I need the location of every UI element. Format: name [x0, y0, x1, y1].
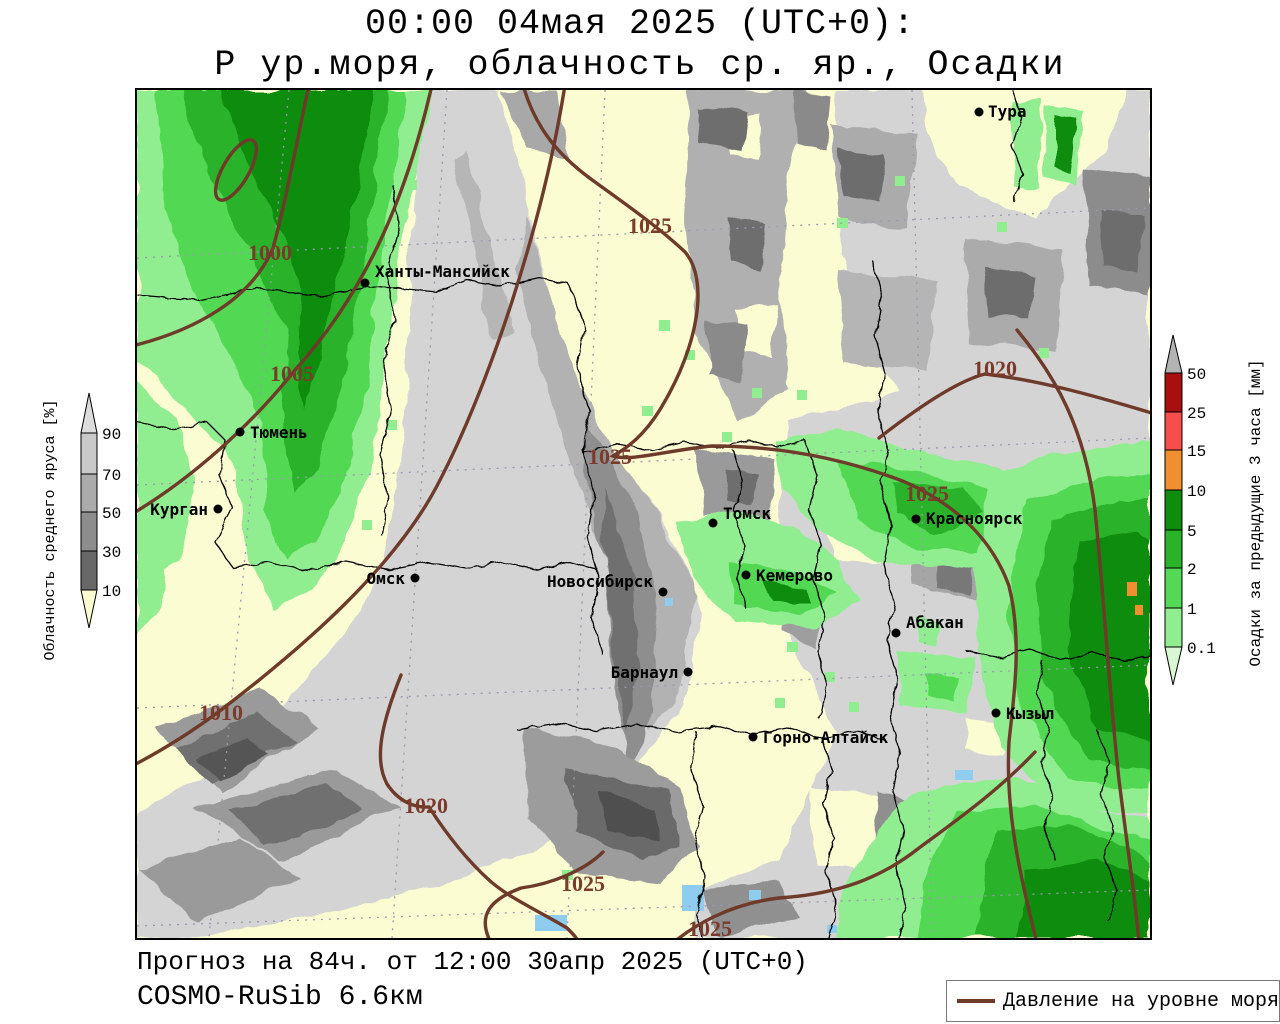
cloud-colorbar-title: Облачность среднего яруса [%] [42, 399, 59, 660]
svg-text:Осадки за предыдущие 3 часа [м: Осадки за предыдущие 3 часа [мм] [1247, 359, 1265, 666]
pressure-legend: Давление на уровне моря [946, 980, 1280, 1022]
svg-text:70: 70 [102, 467, 121, 485]
isobars [137, 90, 1150, 938]
isobar-labels: 1000 1005 1025 1025 1020 1025 1010 1020 … [199, 213, 1017, 938]
pressure-legend-label: Давление на уровне моря [1003, 989, 1280, 1013]
city-kyzyl: Кызыл [991, 704, 1054, 723]
svg-text:1025: 1025 [628, 213, 672, 238]
svg-text:Курган: Курган [150, 500, 208, 519]
svg-text:1025: 1025 [688, 916, 732, 938]
svg-text:1000: 1000 [248, 240, 292, 265]
svg-text:2: 2 [1187, 561, 1197, 579]
precip-colorbar-title: Осадки за предыдущие 3 часа [мм] [1247, 359, 1265, 666]
title-datetime: 00:00 04мая 2025 (UTC+0): [364, 4, 916, 44]
svg-text:Томск: Томск [723, 504, 772, 523]
city-tyumen: Тюмень [235, 423, 308, 442]
svg-text:Кызыл: Кызыл [1006, 704, 1054, 723]
city-markers: Тура Ханты-Мансийск Тюмень Курган Омск Т… [150, 102, 1054, 747]
precip-colorbar-arrow-bottom [1164, 646, 1183, 686]
model-name: COSMO-RuSib 6.6км [137, 982, 423, 1013]
svg-text:10: 10 [1187, 483, 1206, 501]
precip-colorbar-arrow-top [1164, 334, 1183, 374]
svg-text:Тюмень: Тюмень [250, 423, 308, 442]
forecast-map: 1000 1005 1025 1025 1020 1025 1010 1020 … [135, 88, 1152, 940]
precip-pixels [362, 176, 1143, 880]
svg-text:50: 50 [102, 505, 121, 523]
city-tomsk: Томск [708, 504, 772, 528]
svg-text:0.1: 0.1 [1187, 640, 1216, 658]
svg-text:Горно-Алтайск: Горно-Алтайск [763, 728, 889, 747]
city-khanty-mansiysk: Ханты-Мансийск [360, 262, 510, 288]
city-gorno-altaysk: Горно-Алтайск [748, 728, 889, 747]
svg-text:30: 30 [102, 544, 121, 562]
city-barnaul: Барнаул [611, 663, 693, 682]
svg-text:15: 15 [1187, 443, 1206, 461]
svg-text:10: 10 [102, 583, 121, 601]
svg-text:Тура: Тура [988, 102, 1027, 121]
svg-text:1020: 1020 [404, 793, 448, 818]
svg-text:25: 25 [1187, 405, 1206, 423]
precip-colorbar: Осадки за предыдущие 3 часа [мм] 50 25 1… [1164, 334, 1265, 686]
forecast-lead-info: Прогноз на 84ч. от 12:00 30апр 2025 (UTC… [137, 947, 808, 977]
svg-text:90: 90 [102, 426, 121, 444]
svg-text:1: 1 [1187, 601, 1197, 619]
city-tura: Тура [974, 102, 1027, 121]
svg-text:Красноярск: Красноярск [926, 509, 1023, 528]
city-omsk: Омск [366, 569, 420, 588]
cloud-colorbar: Облачность среднего яруса [%] 90 70 50 3… [42, 392, 121, 661]
cloud-colorbar-ticks: 90 70 50 30 10 [102, 426, 121, 601]
city-novosibirsk: Новосибирск [547, 572, 668, 597]
city-kemerovo: Кемерово [741, 566, 833, 585]
svg-text:Абакан: Абакан [906, 613, 964, 632]
svg-text:1025: 1025 [905, 481, 949, 506]
pressure-line-sample [957, 999, 995, 1003]
svg-text:5: 5 [1187, 523, 1197, 541]
svg-text:Кемерово: Кемерово [756, 566, 833, 585]
page-title: 00:00 04мая 2025 (UTC+0): Р ур.моря, обл… [0, 4, 1280, 86]
city-kurgan: Курган [150, 500, 223, 519]
svg-text:1010: 1010 [199, 700, 243, 725]
city-krasnoyarsk: Красноярск [911, 509, 1023, 528]
svg-text:Облачность среднего яруса [%]: Облачность среднего яруса [%] [42, 399, 59, 660]
svg-text:Барнаул: Барнаул [611, 663, 678, 682]
title-variables: Р ур.моря, облачность ср. яр., Осадки [214, 45, 1066, 85]
svg-text:1025: 1025 [588, 444, 632, 469]
cloud-colorbar-arrow-bottom [80, 589, 98, 629]
svg-text:Ханты-Мансийск: Ханты-Мансийск [375, 262, 510, 281]
svg-text:50: 50 [1187, 366, 1206, 384]
city-abakan: Абакан [891, 613, 964, 638]
cloud-colorbar-arrow-top [80, 392, 98, 434]
svg-text:1025: 1025 [561, 871, 605, 896]
admin-borders [137, 90, 1150, 938]
svg-text:Омск: Омск [366, 569, 405, 588]
svg-text:Новосибирск: Новосибирск [547, 572, 653, 591]
svg-text:1020: 1020 [973, 356, 1017, 381]
svg-text:1005: 1005 [270, 361, 314, 386]
precip-colorbar-ticks: 50 25 15 10 5 2 1 0.1 [1187, 366, 1216, 658]
